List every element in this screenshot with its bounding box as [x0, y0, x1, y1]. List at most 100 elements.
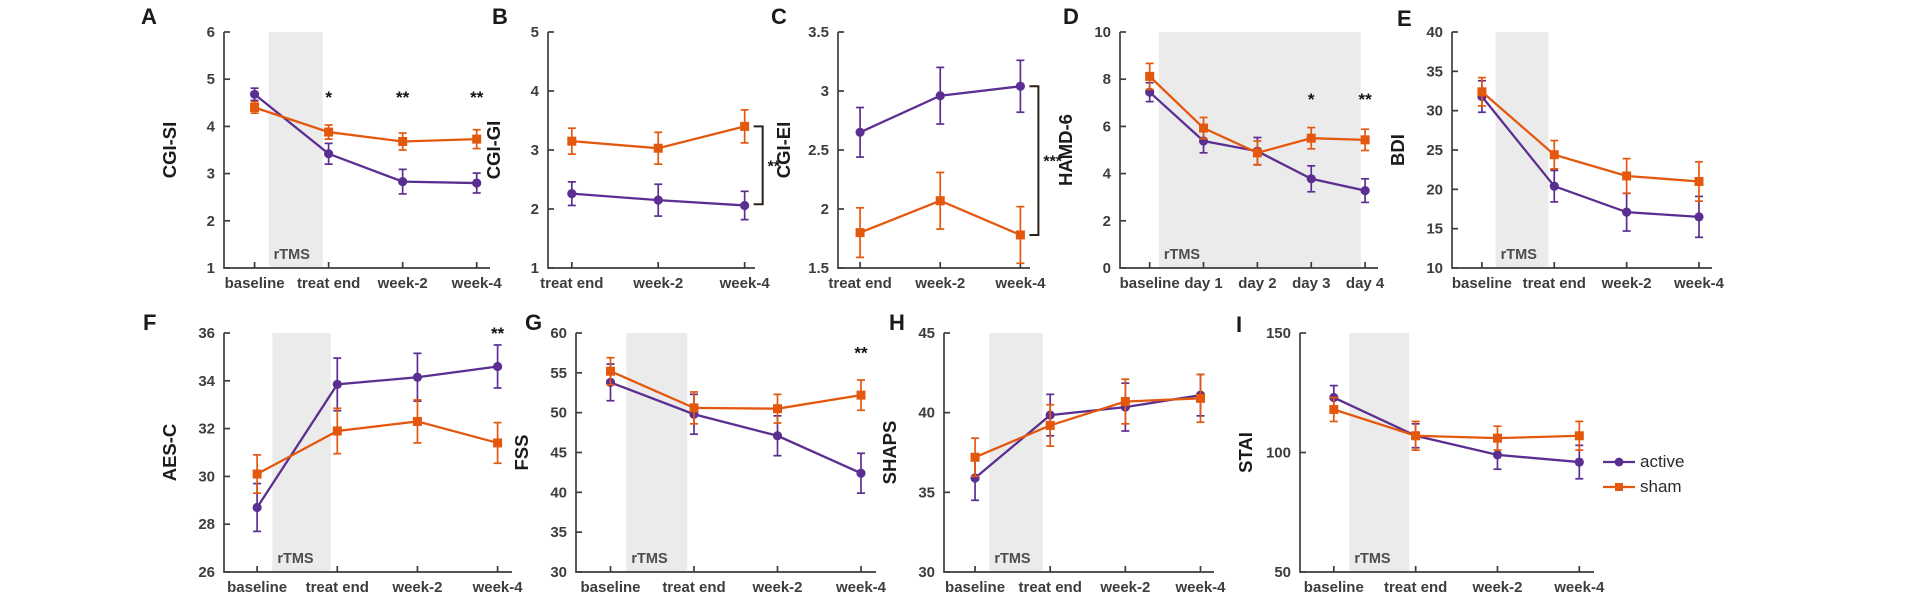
x-tick-label: day 2 [1238, 275, 1276, 292]
axis-lines [837, 32, 1030, 269]
y-tick-label: 4 [1103, 166, 1112, 183]
rtms-band [626, 333, 688, 572]
y-tick-label: 10 [1094, 24, 1111, 41]
data-point [970, 452, 980, 462]
panel-letter: H [889, 310, 905, 335]
data-point [1252, 148, 1262, 158]
data-point [653, 143, 663, 153]
y-axis-title: BDI [1387, 134, 1408, 166]
legend-label-sham: sham [1640, 477, 1682, 496]
rtms-band-label: rTMS [631, 551, 668, 567]
data-point [1622, 171, 1632, 181]
series-sham [855, 171, 1025, 265]
data-point [606, 366, 615, 376]
rtms-band [272, 333, 331, 572]
legend-item-sham: sham [1602, 475, 1684, 498]
x-tick-label: baseline [1452, 275, 1512, 292]
series-line [974, 394, 1201, 479]
y-axis-title: FSS [511, 435, 532, 471]
panel-D: rTMS 0 2 4 6 8 10 baseline day 1 day 2 day 3 day 4 H… [1055, 4, 1385, 292]
data-point [1477, 87, 1487, 97]
data-point [935, 91, 945, 101]
series-line [610, 381, 862, 475]
y-tick-label: 40 [550, 484, 567, 501]
axis-lines [1451, 32, 1712, 269]
data-point [1574, 457, 1584, 467]
y-axis-title: AES-C [159, 424, 180, 482]
y-tick-label: 6 [1103, 118, 1111, 135]
data-point [935, 196, 945, 206]
rtms-band [268, 32, 323, 268]
data-point [1694, 212, 1704, 222]
rtms-band [1349, 333, 1410, 572]
y-tick-label: 150 [1266, 325, 1291, 342]
y-tick-label: 3 [821, 83, 829, 100]
significance-stars: * [325, 88, 332, 107]
y-tick-label: 35 [550, 524, 567, 541]
series-line [1481, 90, 1700, 183]
data-point [250, 103, 260, 113]
x-tick-label: week-4 [1673, 275, 1725, 292]
series-sham [606, 356, 866, 425]
y-tick-label: 30 [198, 468, 215, 485]
panel-E: rTMS 10 15 20 25 30 35 40 baseline treat end week-… [1387, 6, 1725, 292]
y-tick-label: 2 [1103, 213, 1111, 230]
panel-letter: B [492, 4, 508, 29]
rtms-band-label: rTMS [1354, 551, 1391, 567]
data-point [1199, 123, 1209, 133]
active-series-marker-icon [1602, 455, 1636, 469]
y-axis-title: CGI-GI [483, 121, 504, 180]
rtms-band-label: rTMS [274, 247, 311, 263]
x-tick-label: week-4 [1174, 579, 1226, 596]
x-tick-label: day 1 [1184, 275, 1222, 292]
x-tick-label: day 3 [1292, 275, 1330, 292]
data-point [1622, 207, 1632, 217]
y-tick-label: 5 [207, 71, 215, 88]
data-point [1045, 420, 1055, 430]
x-tick-label: treat end [662, 579, 725, 596]
x-tick-label: treat end [306, 579, 369, 596]
panel-letter: E [1397, 6, 1412, 31]
x-tick-label: week-2 [1601, 275, 1652, 292]
data-point [1120, 397, 1130, 407]
data-point [324, 149, 334, 159]
rtms-band [1495, 32, 1549, 268]
data-point [412, 372, 423, 382]
data-point [472, 134, 482, 144]
axis-lines [575, 333, 876, 573]
x-tick-label: week-2 [751, 579, 802, 596]
y-tick-label: 1 [207, 260, 215, 277]
data-point [855, 228, 865, 238]
y-tick-label: 25 [1426, 142, 1443, 159]
x-tick-label: treat end [1384, 579, 1447, 596]
y-tick-label: 5 [531, 24, 539, 41]
series-sham [1145, 62, 1370, 166]
data-point [1411, 431, 1421, 441]
x-tick-label: week-2 [632, 275, 683, 292]
y-tick-label: 2.5 [808, 142, 829, 159]
data-point [567, 136, 577, 146]
y-tick-label: 30 [1426, 103, 1443, 120]
series-sham [970, 373, 1205, 478]
data-point [493, 438, 503, 448]
data-point [252, 502, 262, 513]
y-tick-label: 1 [531, 260, 539, 277]
data-point [332, 379, 342, 389]
data-point [1015, 230, 1025, 240]
series-active [567, 181, 750, 221]
data-point [249, 89, 260, 99]
y-tick-label: 30 [550, 564, 567, 581]
axis-lines [223, 32, 490, 269]
data-point [1015, 81, 1025, 91]
y-tick-label: 100 [1266, 445, 1291, 462]
x-tick-label: week-2 [377, 275, 428, 292]
y-tick-label: 40 [918, 405, 935, 422]
data-point [398, 137, 408, 147]
data-point [689, 403, 699, 413]
y-tick-label: 40 [1426, 24, 1443, 41]
y-tick-label: 35 [918, 484, 935, 501]
panel-letter: G [525, 310, 542, 335]
y-tick-label: 1.5 [808, 260, 829, 277]
x-tick-label: baseline [580, 579, 640, 596]
